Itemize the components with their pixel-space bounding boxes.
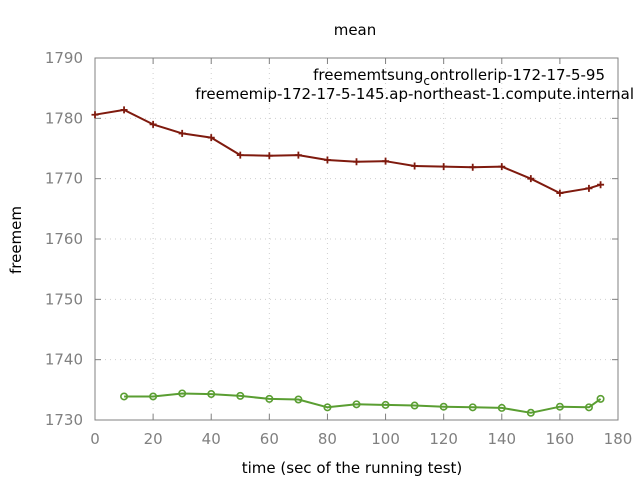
plot-frame	[94, 57, 619, 421]
y-tick-label: 1750	[45, 290, 83, 308]
data-point	[236, 391, 245, 400]
data-point	[497, 403, 506, 412]
series-1	[120, 389, 605, 417]
series-0	[91, 106, 605, 197]
legend-entry-controller-part: ip-172-17-5-95	[493, 66, 605, 84]
data-point	[411, 162, 419, 170]
x-tick-label: 20	[144, 430, 163, 448]
grid	[95, 58, 618, 420]
data-point	[323, 403, 332, 412]
data-point	[207, 390, 216, 399]
series-line	[124, 392, 602, 414]
data-point	[585, 184, 593, 192]
data-point	[265, 152, 273, 160]
data-point	[469, 163, 477, 171]
data-point	[120, 392, 129, 401]
x-tick-label: 180	[604, 430, 633, 448]
x-tick-label: 140	[487, 430, 516, 448]
data-point	[527, 175, 535, 183]
data-point	[440, 163, 448, 171]
legend: freememtsungcontrollerip-172-17-5-95 fre…	[195, 66, 634, 103]
data-point	[149, 392, 158, 401]
y-tick-label: 1780	[45, 109, 83, 127]
data-point	[468, 403, 477, 412]
data-point	[236, 151, 244, 159]
axis-ticks: 0 20 40 60 80 100 120 140 160 180 1730 1740 1750 1760…	[45, 49, 633, 448]
data-point	[178, 389, 187, 398]
data-point	[353, 158, 360, 166]
legend-entry-controller-part: tsung	[381, 66, 423, 84]
series-group	[91, 106, 605, 417]
data-point	[498, 163, 506, 171]
data-point	[149, 120, 157, 128]
x-tick-label: 0	[90, 430, 100, 448]
data-point	[382, 157, 390, 165]
x-tick-label: 60	[260, 430, 279, 448]
data-point	[265, 394, 274, 403]
y-tick-label: 1730	[45, 411, 83, 429]
data-point	[584, 403, 593, 412]
data-point	[556, 189, 564, 197]
data-point	[597, 181, 605, 189]
chart-title: mean	[334, 21, 377, 39]
y-axis-label: freemem	[7, 206, 25, 274]
data-point	[352, 400, 361, 409]
data-point	[178, 129, 186, 137]
legend-entry-controller-part: freemem	[313, 66, 381, 84]
legend-entry-node: freememip-172-17-5-145.ap-northeast-1.co…	[195, 85, 634, 103]
legend-entry-controller: freememtsungcontrollerip-172-17-5-95	[313, 66, 605, 88]
data-point	[381, 400, 390, 409]
data-point	[439, 402, 448, 411]
x-tick-label: 160	[546, 430, 575, 448]
data-point	[120, 106, 128, 114]
data-point	[323, 156, 331, 164]
legend-entry-controller-part: ontroller	[430, 66, 494, 84]
y-tick-label: 1770	[45, 170, 83, 188]
x-tick-label: 80	[318, 430, 337, 448]
legend-entry-node-part: freemem	[195, 85, 263, 103]
data-point	[555, 402, 564, 411]
legend-entry-controller-subscript: c	[423, 74, 430, 88]
data-point	[294, 151, 302, 159]
x-tick-label: 100	[371, 430, 400, 448]
x-axis-label: time (sec of the running test)	[242, 459, 463, 477]
x-tick-label: 40	[202, 430, 221, 448]
data-point	[526, 408, 535, 417]
data-point	[91, 111, 99, 119]
data-point	[207, 134, 215, 142]
y-tick-label: 1790	[45, 49, 83, 67]
data-point	[596, 394, 605, 403]
y-tick-label: 1760	[45, 230, 83, 248]
x-tick-label: 120	[429, 430, 458, 448]
legend-entry-node-part: ip-172-17-5-145.ap-northeast-1.compute.i…	[263, 85, 634, 103]
y-tick-label: 1740	[45, 351, 83, 369]
series-line	[94, 108, 601, 195]
data-point	[294, 395, 303, 404]
data-point	[410, 401, 419, 410]
